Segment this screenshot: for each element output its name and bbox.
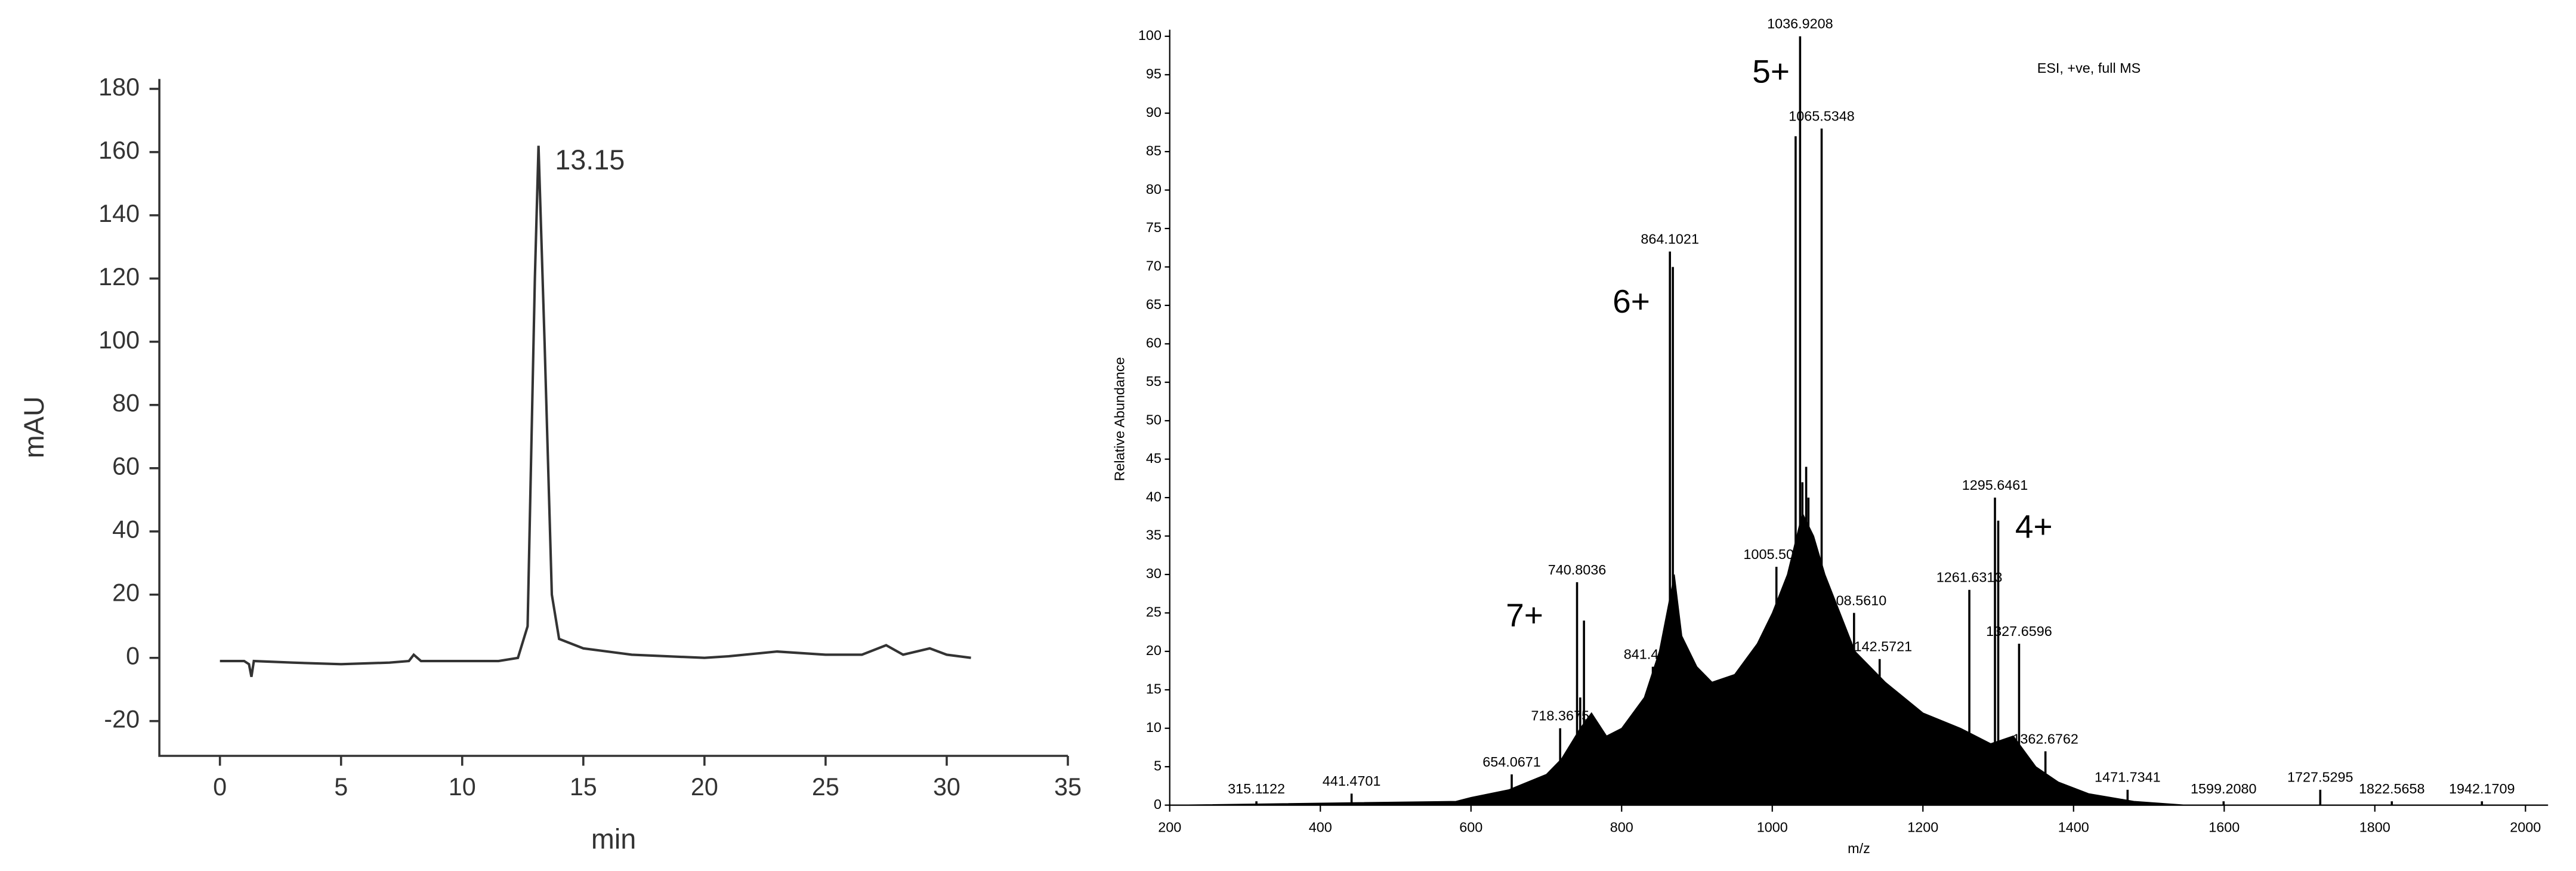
peak-label: 1108.5610 xyxy=(1821,592,1886,608)
y-axis-label: Relative Abundance xyxy=(1111,357,1127,481)
x-tick-label: 20 xyxy=(691,773,718,801)
axes xyxy=(158,79,1068,757)
x-tick-label: 30 xyxy=(933,773,960,801)
peak-annotation: 13.15 xyxy=(555,144,625,175)
y-tick-label: 50 xyxy=(1146,412,1162,427)
x-tick-label: 1200 xyxy=(1907,819,1938,835)
y-tick-label: 0 xyxy=(1154,796,1162,812)
x-tick-label: 5 xyxy=(334,773,348,801)
x-tick-label: 10 xyxy=(449,773,476,801)
y-tick-label: 65 xyxy=(1146,296,1162,312)
y-tick-label: 20 xyxy=(112,579,140,607)
envelope xyxy=(1169,511,2526,806)
x-tick-label: 800 xyxy=(1610,819,1633,835)
y-tick-label: 100 xyxy=(1138,27,1162,43)
y-tick-label: 100 xyxy=(98,326,140,354)
y-tick-label: 35 xyxy=(1146,527,1162,543)
peak-label: 1005.5062 xyxy=(1743,546,1809,562)
peak-label: 864.1021 xyxy=(1641,231,1699,247)
x-tick-label: 400 xyxy=(1309,819,1332,835)
x-tick-label: 1800 xyxy=(2359,819,2390,835)
x-tick-label: 25 xyxy=(812,773,839,801)
peak-label: 1599.2080 xyxy=(2191,781,2257,796)
peak-label: 1065.5348 xyxy=(1789,108,1855,123)
y-tick-label: 0 xyxy=(126,643,140,670)
charge-label: 5+ xyxy=(1752,53,1790,90)
x-axis-label: min xyxy=(591,824,636,855)
charge-label: 4+ xyxy=(2015,508,2053,545)
x-tick-label: 0 xyxy=(213,773,227,801)
y-tick-label: 140 xyxy=(98,200,140,227)
x-tick-label: 15 xyxy=(570,773,597,801)
trace xyxy=(220,146,971,677)
peak-label: 1942.1709 xyxy=(2449,781,2515,796)
x-tick-label: 1000 xyxy=(1757,819,1788,835)
y-tick-label: 70 xyxy=(1146,258,1162,274)
y-tick-label: 40 xyxy=(112,516,140,543)
x-tick-label: 35 xyxy=(1054,773,1082,801)
y-tick-label: 55 xyxy=(1146,373,1162,389)
y-tick-label: 30 xyxy=(1146,566,1162,581)
y-tick-label: 180 xyxy=(98,73,140,101)
y-tick-label: -20 xyxy=(104,706,140,733)
peak-label: 1261.6313 xyxy=(1936,570,2003,585)
y-tick-label: 60 xyxy=(112,453,140,480)
peak-label: 1142.5721 xyxy=(1847,639,1912,654)
x-tick-label: 2000 xyxy=(2510,819,2541,835)
y-tick-label: 45 xyxy=(1146,450,1162,466)
peak-label: 1471.7341 xyxy=(2095,770,2161,785)
y-tick-label: 15 xyxy=(1146,681,1162,696)
y-tick-label: 160 xyxy=(98,137,140,164)
x-tick-label: 1400 xyxy=(2058,819,2089,835)
y-tick-label: 120 xyxy=(98,263,140,291)
charge-label: 7+ xyxy=(1506,597,1543,634)
y-tick-label: 80 xyxy=(1146,181,1162,197)
peak-label: 654.0671 xyxy=(1482,754,1541,770)
peak-label: 441.4701 xyxy=(1323,773,1381,789)
y-tick-label: 60 xyxy=(1146,335,1162,351)
y-tick-label: 10 xyxy=(1146,719,1162,735)
y-tick-label: 90 xyxy=(1146,104,1162,120)
peak-label: 1362.6762 xyxy=(2012,731,2078,746)
x-tick-label: 200 xyxy=(1158,819,1181,835)
y-tick-label: 40 xyxy=(1146,489,1162,504)
y-tick-label: 20 xyxy=(1146,643,1162,658)
peak-label: 1036.9208 xyxy=(1767,16,1833,32)
y-tick-label: 80 xyxy=(112,390,140,417)
peak-label: 315.1122 xyxy=(1228,781,1285,796)
peak-label: 1727.5295 xyxy=(2287,770,2353,785)
y-tick-label: 25 xyxy=(1146,604,1162,620)
x-tick-label: 1600 xyxy=(2209,819,2240,835)
peak-label: 740.8036 xyxy=(1548,562,1607,577)
y-tick-label: 75 xyxy=(1146,220,1162,235)
y-tick-label: 85 xyxy=(1146,143,1162,158)
peak-label: 1822.5658 xyxy=(2359,781,2425,796)
peak-label: 1295.6461 xyxy=(1962,477,2028,493)
peak-label: 1327.6596 xyxy=(1986,623,2052,639)
y-axis-label: mAU xyxy=(18,396,50,458)
x-axis-label: m/z xyxy=(1848,841,1870,856)
y-tick-label: 95 xyxy=(1146,66,1162,81)
charge-label: 6+ xyxy=(1613,283,1650,320)
y-tick-label: 5 xyxy=(1154,758,1162,773)
annotation: ESI, +ve, full MS xyxy=(2037,60,2141,76)
x-tick-label: 600 xyxy=(1459,819,1482,835)
